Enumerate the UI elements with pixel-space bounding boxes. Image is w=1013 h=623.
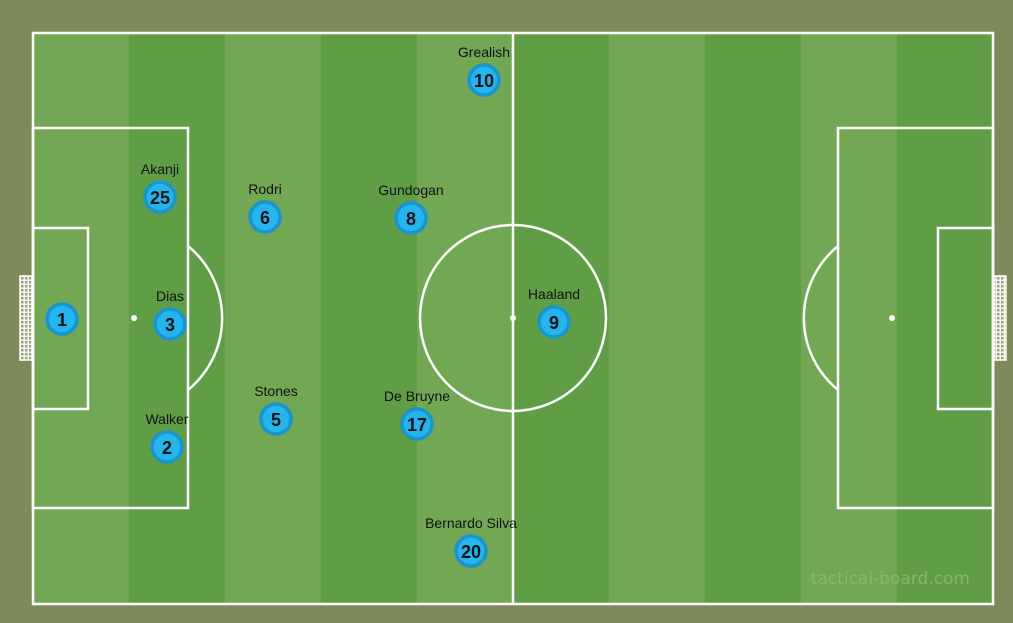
- player-name: Stones: [254, 383, 298, 399]
- player-marker[interactable]: [467, 63, 501, 97]
- player-token[interactable]: Walker 2: [145, 411, 189, 464]
- grass-stripe: [801, 33, 897, 604]
- left-goal-area: [31, 226, 90, 411]
- player-token[interactable]: Rodri 6: [248, 181, 282, 234]
- player-number: 3: [165, 315, 175, 335]
- player-name: De Bruyne: [384, 388, 450, 404]
- player-marker[interactable]: [153, 307, 187, 341]
- player-marker[interactable]: [248, 200, 282, 234]
- player-marker[interactable]: [45, 302, 79, 336]
- grass-stripe: [417, 33, 513, 604]
- player-marker[interactable]: [143, 180, 177, 214]
- grass-stripe: [225, 33, 321, 604]
- player-name: Haaland: [528, 286, 580, 302]
- player-number: 2: [162, 438, 172, 458]
- player-name: Rodri: [248, 181, 281, 197]
- player-marker[interactable]: [150, 430, 184, 464]
- player-number: 5: [271, 410, 281, 430]
- player-marker[interactable]: [400, 407, 434, 441]
- player-name: Grealish: [458, 44, 510, 60]
- player-token[interactable]: Bernardo Silva 20: [425, 515, 517, 568]
- player-token[interactable]: Gundogan 8: [378, 182, 444, 235]
- player-token[interactable]: Grealish 10: [458, 44, 510, 97]
- right-goal-net: [993, 275, 1007, 361]
- center-circle: [418, 223, 608, 413]
- player-number: 10: [474, 71, 494, 91]
- players-layer: 1 Akanji 25 Dias 3 Walker 2 Rodri 6 Stones 5 Gundog…: [45, 44, 580, 568]
- player-number: 8: [406, 209, 416, 229]
- player-number: 17: [407, 415, 427, 435]
- player-marker[interactable]: [537, 305, 571, 339]
- player-marker[interactable]: [454, 534, 488, 568]
- player-name: Bernardo Silva: [425, 515, 517, 531]
- player-number: 25: [150, 188, 170, 208]
- player-number: 6: [260, 208, 270, 228]
- right-penalty-spot: [889, 315, 895, 321]
- player-number: 1: [57, 310, 67, 330]
- player-marker[interactable]: [259, 402, 293, 436]
- left-penalty-arc: [187, 245, 224, 391]
- player-token[interactable]: Dias 3: [153, 288, 187, 341]
- grass-stripe: [609, 33, 705, 604]
- left-goal-net: [19, 275, 33, 361]
- left-penalty-spot: [131, 315, 137, 321]
- player-name: Walker: [145, 411, 188, 427]
- player-token[interactable]: De Bruyne 17: [384, 388, 450, 441]
- player-number: 9: [549, 313, 559, 333]
- player-name: Dias: [156, 288, 184, 304]
- player-token[interactable]: Akanji 25: [141, 161, 179, 214]
- player-token[interactable]: Haaland 9: [528, 286, 580, 339]
- right-penalty-arc: [802, 245, 839, 391]
- player-name: Gundogan: [378, 182, 443, 198]
- player-token[interactable]: 1: [45, 302, 79, 336]
- right-goal-area: [936, 226, 995, 411]
- grass-stripe: [321, 33, 417, 604]
- grass-stripe: [897, 33, 993, 604]
- grass-stripe: [705, 33, 801, 604]
- player-marker[interactable]: [394, 201, 428, 235]
- player-number: 20: [461, 542, 481, 562]
- center-spot: [510, 315, 516, 321]
- player-token[interactable]: Stones 5: [254, 383, 298, 436]
- player-name: Akanji: [141, 161, 179, 177]
- watermark: tactical-board.com: [811, 569, 970, 589]
